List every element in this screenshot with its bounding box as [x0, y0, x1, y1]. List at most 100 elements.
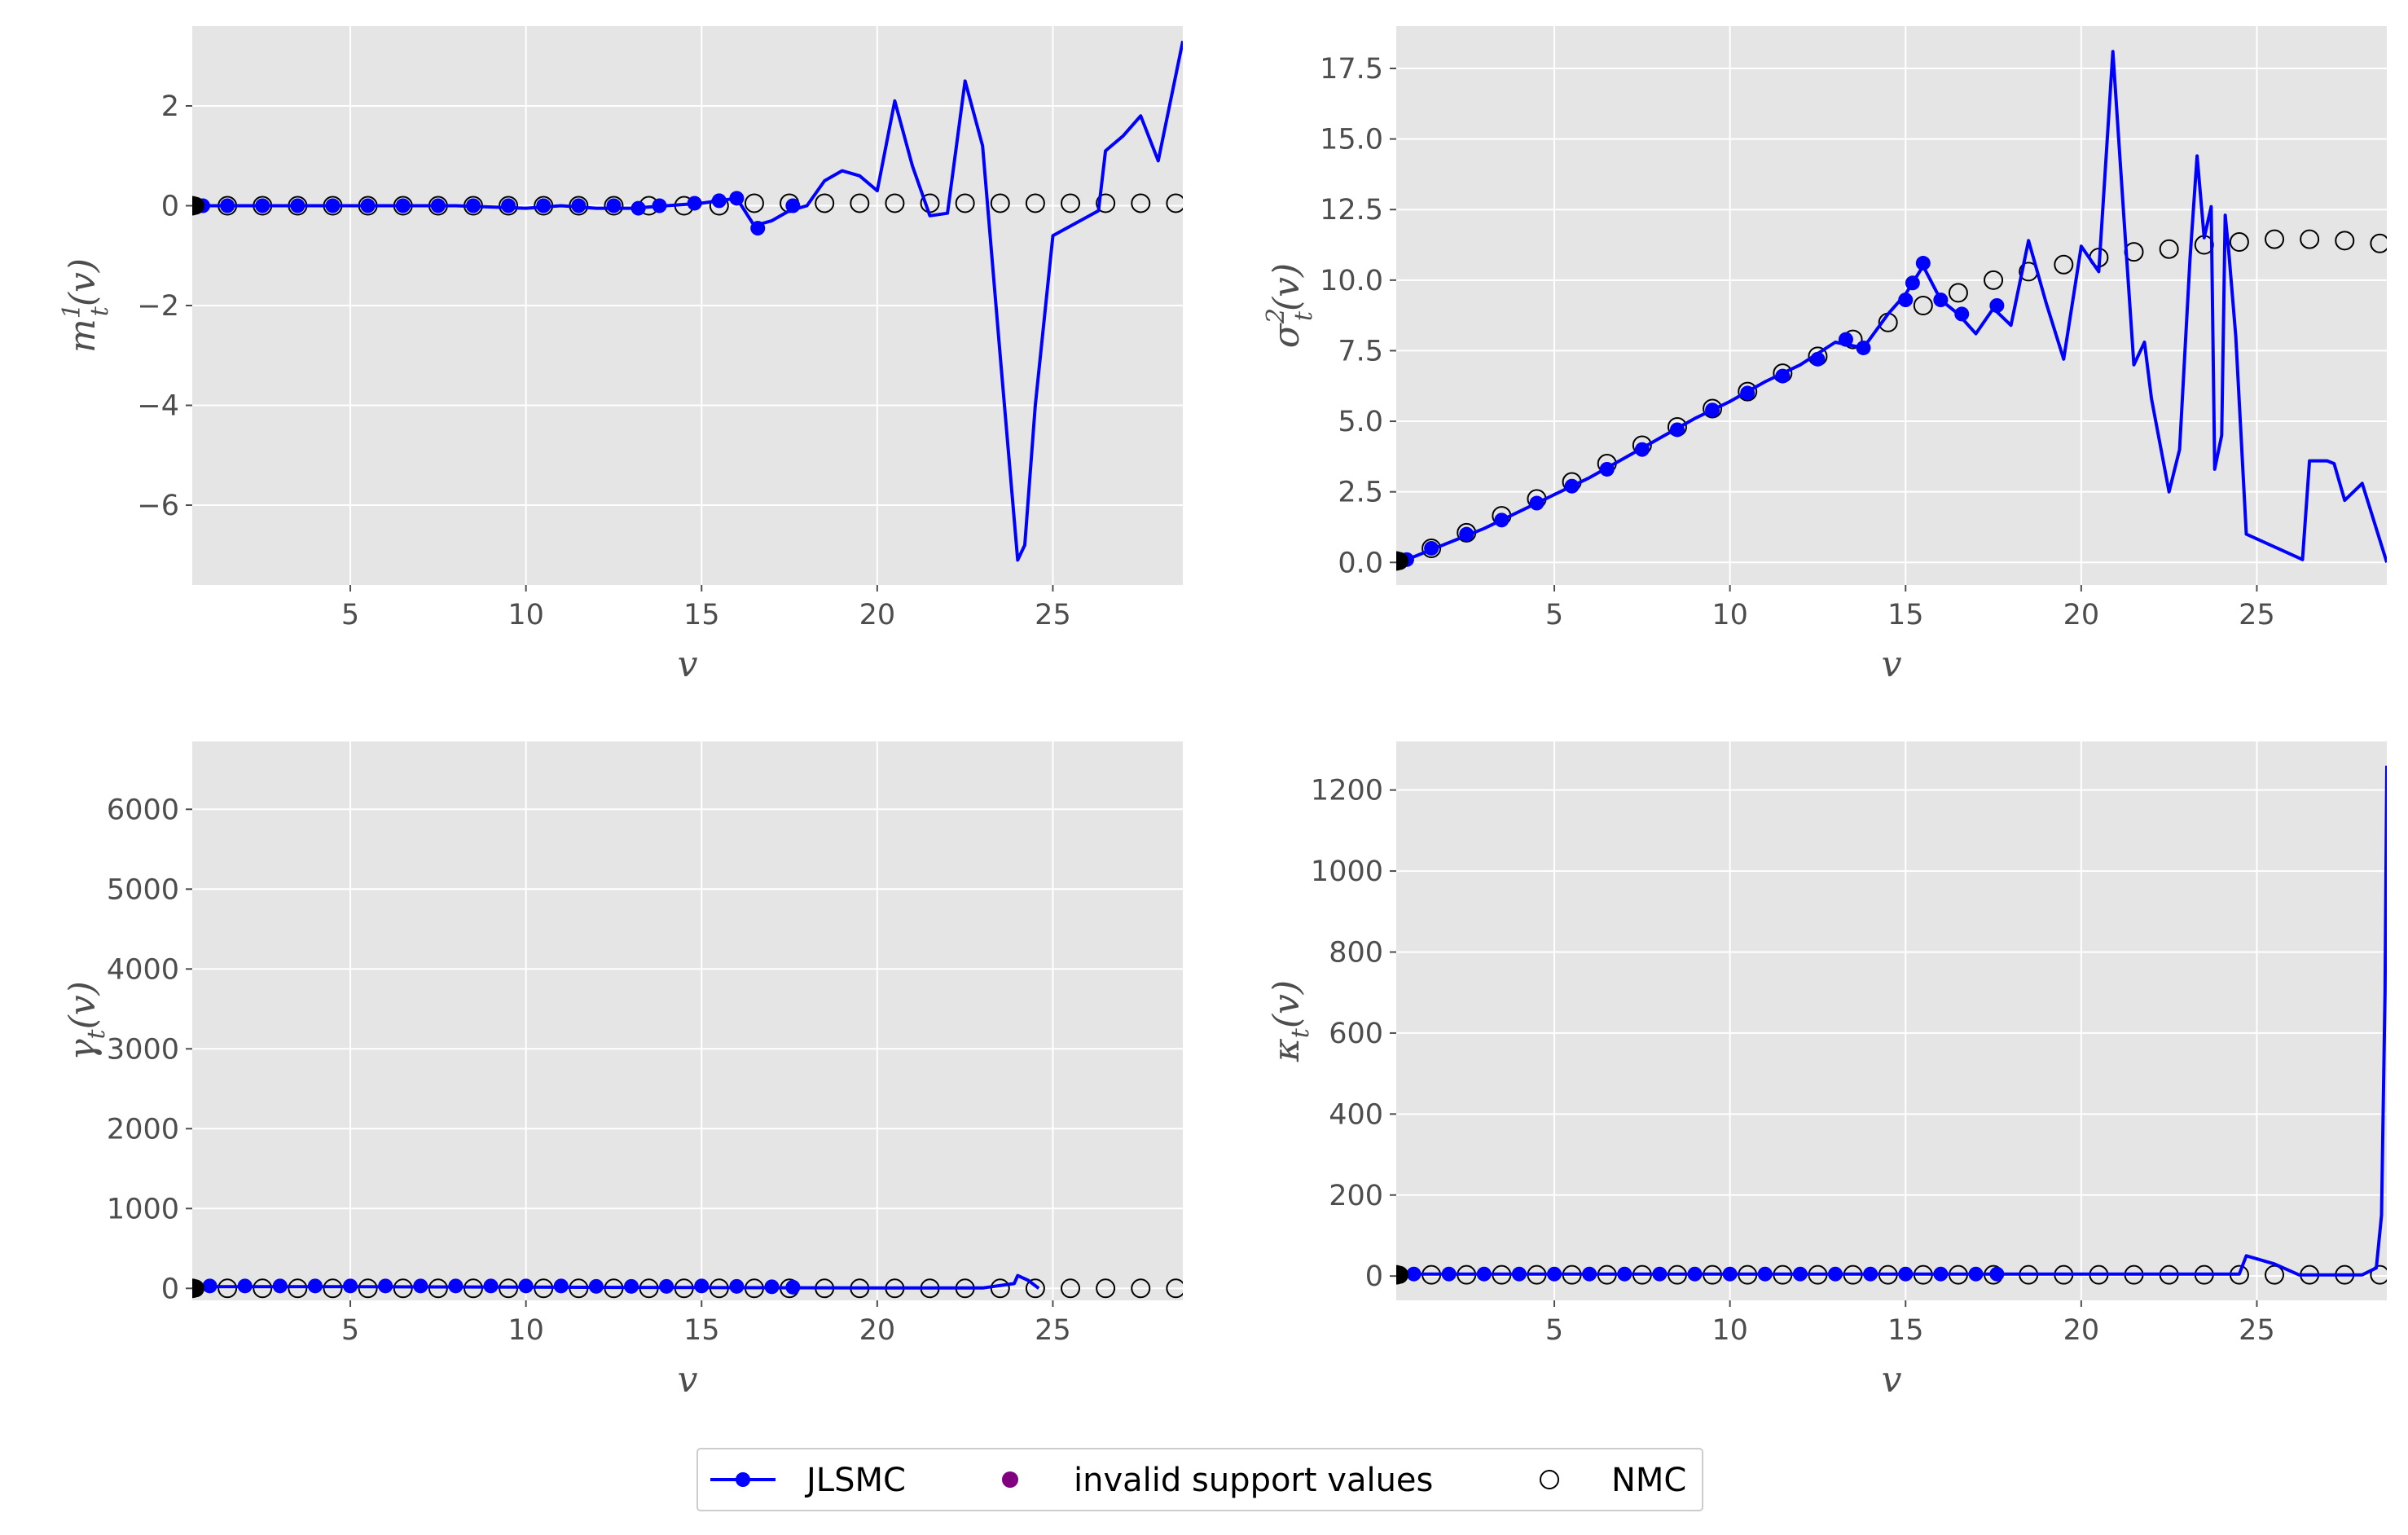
x-tick-label: 15	[1887, 1314, 1924, 1347]
panel-variance: 5 10 15 20 25 0.0 2.5 5.0 7.5 10.0 12.5 15.0 17.5 v σ2…	[1262, 26, 2387, 685]
x-tick-label: 20	[859, 1314, 896, 1347]
x-axis-label: v	[678, 644, 698, 685]
jlsmc-point	[465, 198, 481, 213]
x-tick-label: 10	[508, 599, 544, 631]
jlsmc-point	[1476, 1266, 1492, 1282]
jlsmc-point	[711, 193, 727, 209]
jlsmc-point	[606, 198, 622, 213]
nmc-point	[2370, 233, 2387, 253]
jlsmc-line	[192, 1273, 1040, 1290]
x-tick-label: 15	[683, 1314, 720, 1347]
nmc-point	[2300, 229, 2320, 249]
y-tick-label: 1000	[107, 1193, 179, 1225]
jlsmc-point	[1547, 1266, 1562, 1282]
y-axis-label-base: κ	[1266, 1038, 1307, 1062]
y-tick-label: −2	[137, 290, 179, 323]
jlsmc-point	[1722, 1266, 1738, 1282]
panel-mean: 5 10 15 20 25 −6 −4 −2 0 2 v m1t(v)	[58, 26, 1183, 685]
jlsmc-point	[255, 198, 270, 213]
y-axis-label-arg: (v)	[1266, 980, 1307, 1028]
nmc-dense-cluster	[192, 196, 204, 215]
jlsmc-point	[430, 198, 446, 213]
jlsmc-point	[1529, 495, 1545, 511]
nmc-point	[2265, 229, 2285, 249]
y-tick-label: 800	[1329, 936, 1383, 969]
jlsmc-point	[1968, 1266, 1984, 1282]
y-tick-label: 10.0	[1320, 265, 1383, 297]
jlsmc-point	[1915, 256, 1931, 271]
y-tick-label: 2000	[107, 1113, 179, 1146]
nmc-point	[1096, 193, 1116, 213]
jlsmc-point	[413, 1278, 428, 1294]
jlsmc-point	[325, 198, 341, 213]
series-group	[192, 40, 1183, 562]
jlsmc-line	[1396, 765, 2387, 1277]
jlsmc-point	[1687, 1266, 1703, 1282]
x-tick-label: 25	[2239, 1314, 2275, 1347]
jlsmc-point	[1652, 1266, 1668, 1282]
jlsmc-point	[1954, 306, 1970, 322]
jlsmc-point	[687, 196, 702, 211]
jlsmc-point	[1634, 442, 1650, 457]
nmc-point	[955, 193, 975, 213]
nmc-point	[2370, 1265, 2387, 1285]
legend-nmc-marker	[1540, 1470, 1559, 1489]
y-tick-label: 12.5	[1320, 194, 1383, 227]
jlsmc-point	[1705, 402, 1720, 418]
x-tick-label: 5	[1545, 1314, 1563, 1347]
jlsmc-point	[1757, 1266, 1773, 1282]
x-tick-label: 10	[1712, 1314, 1748, 1347]
legend: JLSMC invalid support values NMC	[696, 1448, 1703, 1511]
jlsmc-point	[378, 1278, 393, 1294]
nmc-point	[2335, 231, 2355, 251]
nmc-point	[815, 193, 835, 213]
series-group	[1396, 765, 2387, 1285]
plot-area	[192, 741, 1183, 1300]
nmc-point	[1025, 193, 1045, 213]
jlsmc-point	[1905, 275, 1920, 291]
jlsmc-point	[571, 198, 587, 213]
y-tick-label: 3000	[107, 1033, 179, 1066]
jlsmc-point	[1989, 298, 2005, 313]
jlsmc-point	[1933, 1266, 1949, 1282]
nmc-dense-cluster	[192, 1279, 204, 1298]
x-tick-label: 20	[2063, 1314, 2100, 1347]
nmc-point	[1131, 1278, 1151, 1299]
y-tick-label: −4	[137, 390, 179, 423]
y-axis-label-sub: t	[1286, 1027, 1315, 1038]
y-axis-label-arg: (v)	[62, 981, 103, 1029]
nmc-point	[1948, 283, 1968, 303]
nmc-point	[1096, 1278, 1116, 1299]
jlsmc-point	[518, 1278, 534, 1294]
y-tick-label: 0.0	[1338, 547, 1383, 579]
y-tick-label: 0	[1365, 1260, 1383, 1293]
jlsmc-point	[624, 1278, 639, 1294]
jlsmc-point	[1810, 351, 1826, 367]
y-axis-label: σ2t(v)	[1262, 263, 1318, 348]
jlsmc-point	[1775, 368, 1791, 384]
legend-invalid-marker	[1002, 1471, 1018, 1488]
y-tick-label: −6	[137, 490, 179, 522]
jlsmc-point	[785, 198, 801, 213]
jlsmc-point	[1740, 385, 1755, 401]
nmc-point	[2229, 232, 2249, 253]
y-axis-label: γt(v)	[62, 981, 111, 1061]
y-tick-label: 1000	[1311, 855, 1383, 888]
jlsmc-point	[1511, 1266, 1527, 1282]
nmc-point	[1913, 296, 1933, 315]
jlsmc-point	[343, 1278, 358, 1294]
y-axis-label-sup: 2	[1262, 308, 1290, 324]
jlsmc-point	[395, 198, 411, 213]
series-group	[192, 1273, 1183, 1299]
y-tick-label: 2.5	[1338, 477, 1383, 509]
jlsmc-point	[1828, 1266, 1843, 1282]
jlsmc-point	[1669, 422, 1685, 438]
nmc-point	[1738, 381, 1758, 402]
y-axis-label-base: γ	[62, 1039, 103, 1061]
y-axis-label-base: σ	[1266, 322, 1307, 348]
jlsmc-point	[631, 200, 646, 216]
x-tick-label: 25	[2239, 599, 2275, 631]
y-axis-label-base: m	[62, 319, 103, 353]
jlsmc-point	[501, 198, 516, 213]
jlsmc-point	[588, 1278, 604, 1294]
